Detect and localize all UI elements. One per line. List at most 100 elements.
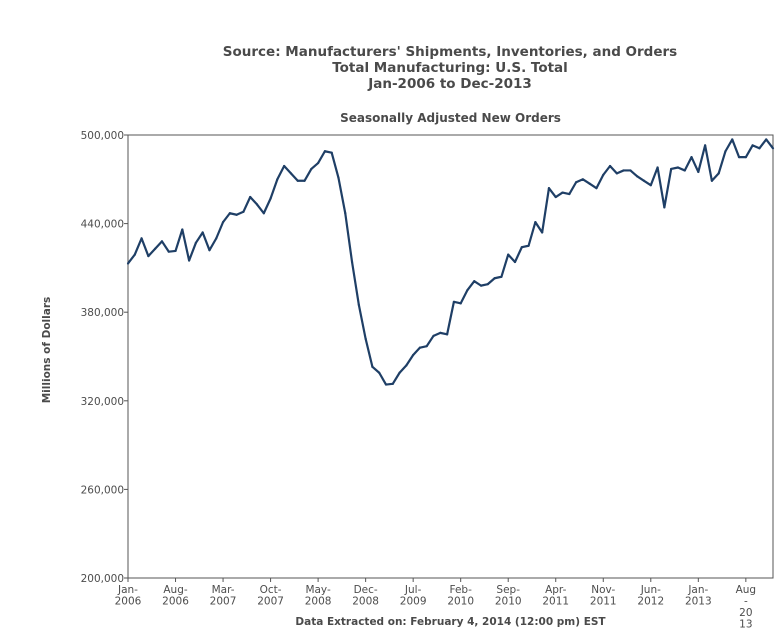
x-tick-label: -: [744, 596, 748, 608]
data-point: [622, 169, 625, 172]
data-point: [479, 284, 483, 287]
data-point: [276, 178, 279, 181]
data-point: [228, 212, 231, 215]
x-tick-label: 2007: [210, 596, 237, 608]
data-point: [602, 173, 605, 176]
x-tick-label: 2007: [257, 596, 284, 608]
data-point: [418, 346, 422, 349]
data-point: [636, 175, 639, 178]
data-point: [670, 167, 673, 171]
x-tick-label: 2010: [447, 596, 474, 608]
data-point: [649, 184, 652, 187]
data-point: [744, 156, 747, 159]
data-point: [507, 253, 510, 256]
data-point: [663, 206, 666, 209]
chart-title-line-1: Source: Manufacturers' Shipments, Invent…: [222, 44, 678, 60]
data-point: [547, 187, 551, 190]
data-point: [493, 277, 496, 280]
y-tick-label: 260,000: [81, 484, 124, 496]
data-point: [154, 247, 157, 250]
data-point: [126, 262, 130, 265]
data-point: [642, 179, 646, 182]
data-point: [235, 213, 238, 216]
data-point: [249, 195, 252, 199]
data-point: [140, 237, 143, 240]
data-point: [486, 283, 489, 286]
data-point: [405, 364, 408, 367]
data-point: [323, 150, 326, 153]
x-tick-label: 13: [739, 619, 752, 631]
data-point: [364, 337, 367, 340]
data-point: [751, 144, 754, 147]
data-point: [513, 260, 517, 264]
x-tick-label: 2010: [495, 596, 522, 608]
data-point: [242, 210, 245, 213]
data-point: [350, 260, 354, 264]
data-point: [425, 345, 428, 348]
x-tick-label: 2008: [305, 596, 332, 608]
data-point: [391, 382, 394, 385]
x-tick-label: 2013: [685, 596, 712, 608]
data-point: [378, 371, 381, 374]
x-tick-label: Mar-: [212, 584, 235, 596]
data-point: [188, 259, 191, 262]
data-point: [452, 300, 455, 303]
x-tick-label: Jun-: [640, 584, 661, 596]
x-tick-label: 2011: [542, 596, 569, 608]
chart-subtitle: Seasonally Adjusted New Orders: [340, 111, 561, 125]
x-tick-label: Oct-: [260, 584, 282, 596]
data-point: [357, 303, 360, 306]
data-point: [208, 249, 211, 252]
data-point: [629, 169, 632, 172]
data-point: [446, 333, 449, 336]
data-point: [717, 172, 720, 175]
data-point: [724, 150, 727, 153]
data-point: [710, 179, 713, 182]
data-point: [561, 191, 564, 194]
data-point: [289, 172, 293, 175]
series-line-new-orders: [127, 138, 774, 386]
x-tick-label: 2006: [115, 596, 142, 608]
data-point: [255, 203, 259, 206]
x-axis: Jan-2006Aug-2006Mar-2007Oct-2007May-2008…: [115, 578, 756, 631]
data-point: [500, 275, 503, 278]
data-point: [541, 231, 544, 234]
data-point: [160, 240, 164, 243]
data-point: [466, 288, 469, 292]
plot-area: [127, 134, 774, 579]
x-tick-label: Jul-: [404, 584, 422, 596]
data-point: [527, 244, 530, 247]
data-point: [221, 221, 225, 224]
data-point: [765, 138, 768, 141]
data-point: [690, 156, 693, 159]
data-point: [412, 353, 415, 357]
x-tick-label: Nov-: [591, 584, 615, 596]
data-point: [296, 179, 299, 182]
data-point: [181, 228, 184, 231]
data-point: [201, 231, 204, 234]
x-tick-label: Apr-: [545, 584, 566, 596]
x-tick-label: 2008: [352, 596, 379, 608]
x-tick-label: Jan-: [117, 584, 138, 596]
data-point: [174, 249, 177, 253]
data-point: [432, 334, 435, 337]
series-layer: [126, 138, 775, 386]
data-point: [615, 172, 618, 175]
y-axis: 200,000 260,000 320,000 380,000 440,000 500,0…: [81, 130, 128, 585]
data-point: [262, 212, 265, 215]
chart-title-line-3: Jan-2006 to Dec-2013: [368, 76, 532, 92]
data-point: [269, 197, 272, 200]
data-point: [371, 365, 374, 368]
data-point: [608, 164, 612, 168]
data-point: [704, 144, 707, 147]
chart-title-line-2: Total Manufacturing: U.S. Total: [332, 60, 568, 76]
data-point: [656, 166, 659, 169]
data-point: [588, 182, 591, 185]
data-point: [147, 254, 150, 258]
data-point: [731, 138, 734, 141]
x-tick-label: Aug-: [163, 584, 188, 596]
data-point: [398, 371, 401, 374]
data-point: [133, 253, 136, 256]
data-point: [439, 331, 442, 334]
